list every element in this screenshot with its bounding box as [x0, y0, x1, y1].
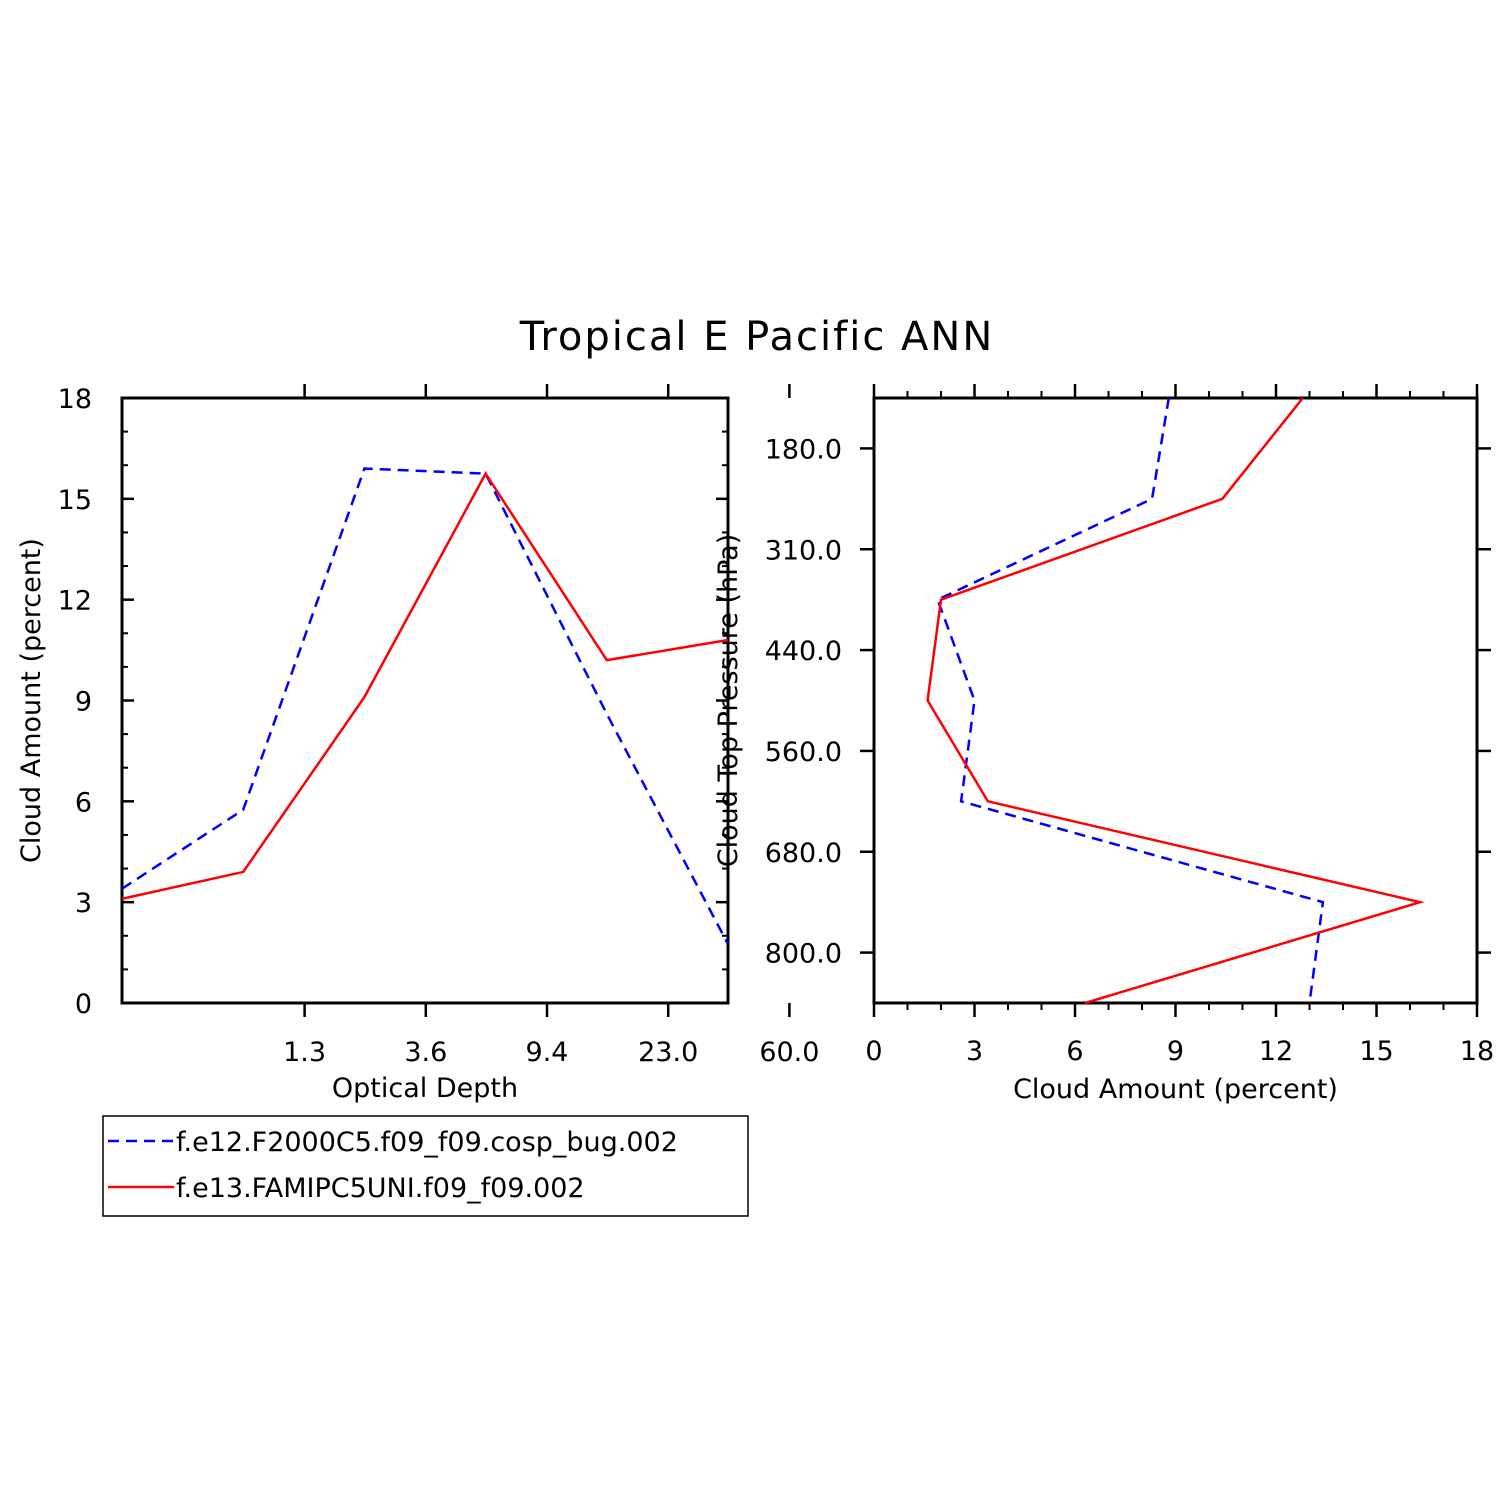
right-x-tick-label: 3 [966, 1036, 983, 1067]
right-y-tick-label: 680.0 [765, 838, 842, 869]
legend-label-dashed: f.e12.F2000C5.f09_f09.cosp_bug.002 [176, 1127, 678, 1158]
right-x-tick-label: 18 [1460, 1036, 1494, 1067]
left-x-tick-label: 60.0 [759, 1037, 819, 1068]
right-x-tick-label: 12 [1259, 1036, 1293, 1067]
left-x-axis-label: Optical Depth [332, 1073, 518, 1104]
left-y-tick-label: 15 [58, 485, 92, 516]
right-y-tick-label: 560.0 [765, 737, 842, 768]
legend-box [102, 1115, 749, 1217]
right-panel-cloud-top-pressure: 0 3 6 9 12 15 18 180.0 310.0 440.0 560.0 680.0 800.0… [713, 384, 1494, 1105]
left-y-tick-label: 0 [75, 989, 92, 1020]
left-x-tick-label: 23.0 [638, 1037, 698, 1068]
legend-label-solid: f.e13.FAMIPC5UNI.f09_f09.002 [176, 1173, 585, 1204]
left-y-tick-label: 6 [75, 787, 92, 818]
left-y-tick-label: 12 [58, 586, 92, 617]
right-series-line-solid [926, 397, 1425, 1005]
left-x-tick-label: 1.3 [283, 1037, 326, 1068]
left-series-line-dashed [121, 467, 730, 945]
right-y-axis-label: Cloud Top Pressure (hPa) [713, 534, 744, 868]
chart-title: Tropical E Pacific ANN [519, 314, 994, 360]
legend: f.e12.F2000C5.f09_f09.cosp_bug.002 f.e13… [102, 1115, 749, 1217]
right-x-tick-label: 9 [1167, 1036, 1184, 1067]
right-y-tick-label: 800.0 [765, 939, 842, 970]
right-x-tick-label: 6 [1066, 1036, 1083, 1067]
right-y-tick-label: 440.0 [765, 636, 842, 667]
left-y-tick-label: 18 [58, 384, 92, 415]
left-y-axis-label: Cloud Amount (percent) [16, 538, 47, 863]
left-y-tick-label: 9 [75, 687, 92, 718]
right-y-tick-label: 180.0 [765, 434, 842, 465]
left-x-tick-label: 3.6 [404, 1037, 447, 1068]
left-plot-frame [120, 396, 730, 1005]
right-x-axis-label: Cloud Amount (percent) [1013, 1074, 1338, 1105]
left-panel-optical-depth: 0 3 6 9 12 15 18 1.3 3.6 9.4 23.0 60.0 Optical Depth… [16, 384, 819, 1104]
left-x-tick-label: 9.4 [526, 1037, 569, 1068]
right-x-tick-label: 15 [1359, 1036, 1393, 1067]
left-series-line-solid [121, 471, 729, 901]
right-y-tick-label: 310.0 [765, 535, 842, 566]
right-x-tick-label: 0 [865, 1036, 882, 1067]
left-y-tick-label: 3 [75, 888, 92, 919]
right-series-line-dashed [936, 397, 1325, 1004]
